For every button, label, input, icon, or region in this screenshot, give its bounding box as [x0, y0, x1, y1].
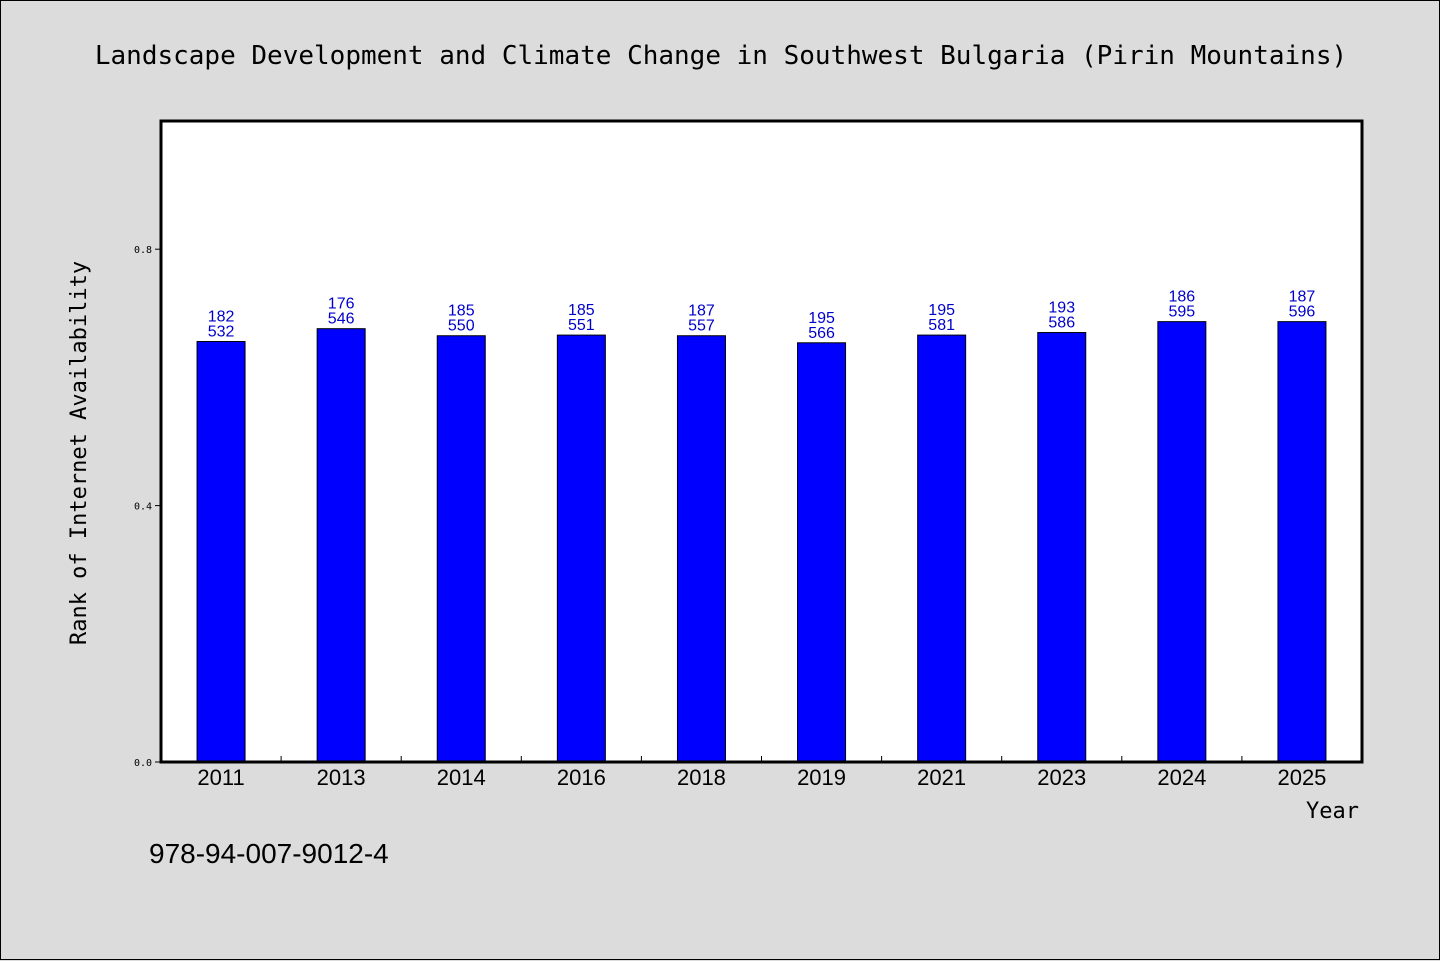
data-label-top: 185 [448, 303, 475, 320]
data-label-top: 182 [208, 309, 235, 326]
data-label-top: 193 [1048, 300, 1075, 317]
data-label-bottom: 546 [328, 311, 355, 328]
isbn-footer: 978-94-007-9012-4 [149, 838, 389, 869]
x-axis-label: Year [1306, 799, 1359, 824]
data-label-top: 186 [1168, 289, 1195, 306]
bar [1037, 332, 1087, 763]
data-label-bottom: 581 [928, 317, 955, 334]
x-tick-label: 2016 [557, 765, 606, 790]
y-tick-label: 0.0 [134, 758, 152, 769]
data-label-top: 185 [568, 302, 595, 319]
bar [676, 335, 726, 763]
data-label-top: 176 [328, 296, 355, 313]
data-label-bottom: 551 [568, 317, 595, 334]
bar [1277, 321, 1327, 763]
y-tick-label: 0.4 [134, 502, 152, 513]
bar [797, 342, 847, 763]
data-label-bottom: 586 [1048, 315, 1075, 332]
x-tick-label: 2025 [1277, 765, 1326, 790]
bar [556, 334, 606, 763]
data-label-bottom: 595 [1168, 304, 1195, 321]
x-tick-label: 2019 [797, 765, 846, 790]
bar [436, 335, 486, 763]
x-tick-label: 2014 [437, 765, 486, 790]
data-label-bottom: 596 [1289, 304, 1316, 321]
data-label-top: 195 [928, 302, 955, 319]
x-tick-label: 2011 [197, 765, 244, 790]
data-label-bottom: 557 [688, 318, 715, 335]
chart-title: Landscape Development and Climate Change… [95, 41, 1347, 71]
x-tick-label: 2021 [917, 765, 966, 790]
bar [1157, 321, 1207, 763]
data-label-bottom: 566 [808, 325, 835, 342]
data-label-bottom: 550 [448, 318, 475, 335]
x-tick-label: 2023 [1037, 765, 1086, 790]
x-tick-label: 2013 [317, 765, 366, 790]
bar [316, 328, 366, 763]
y-axis-label: Rank of Internet Availability [67, 261, 92, 645]
x-tick-label: 2018 [677, 765, 726, 790]
data-label-bottom: 532 [208, 324, 235, 341]
data-label-top: 187 [1289, 289, 1316, 306]
data-label-top: 195 [808, 310, 835, 327]
data-label-top: 187 [688, 303, 715, 320]
y-tick-label: 0.8 [134, 245, 152, 256]
bar [917, 334, 967, 763]
x-tick-label: 2024 [1157, 765, 1206, 790]
plot-border [159, 119, 1364, 764]
bar [196, 341, 246, 763]
